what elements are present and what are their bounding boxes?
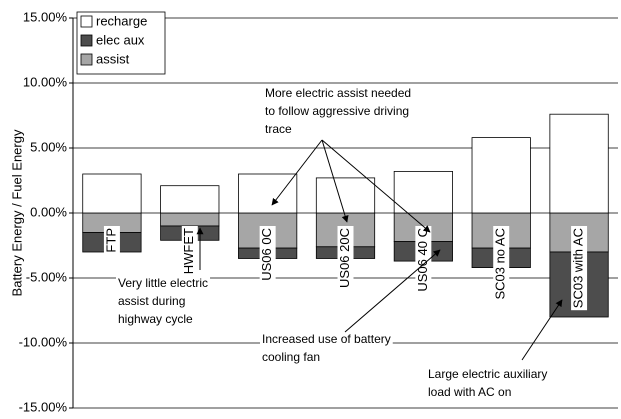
category-label-bg (415, 226, 432, 294)
x-tick-label: HWFET (181, 228, 196, 274)
category-label-group: SC03 with AC (571, 226, 588, 311)
y-tick-label: -5.00% (26, 269, 68, 284)
x-tick-label: US06 20C (337, 228, 352, 288)
annotation-text: assist during (118, 294, 185, 308)
y-axis-title: Battery Energy / Fuel Energy (9, 129, 24, 296)
annotation-bg (263, 86, 414, 101)
annotation-text: highway cycle (118, 312, 193, 326)
annotation-bg (116, 312, 196, 327)
bar-segment (549, 113, 609, 214)
legend-swatch (80, 15, 93, 28)
category-label-group: HWFET (181, 226, 198, 277)
category-label-bg (181, 226, 198, 277)
category-label-group: US06 0C (259, 226, 276, 283)
annotation-bg (116, 294, 188, 309)
annotation-arrow (344, 249, 441, 333)
legend-label: elec aux (96, 32, 145, 47)
annotation-text: trace (265, 122, 292, 136)
y-tick-label: 5.00% (30, 139, 67, 154)
y-tick-label: 15.00% (23, 9, 68, 24)
annotation-text: to follow aggressive driving (265, 104, 409, 118)
x-tick-label: US06 40 C (415, 228, 430, 292)
annotation-arrow (271, 139, 323, 206)
x-tick-label: SC03 with AC (571, 228, 586, 308)
category-label-group: FTP (103, 226, 120, 255)
y-tick-label: 0.00% (30, 204, 67, 219)
annotation-bg (260, 350, 323, 365)
category-label-bg (259, 226, 276, 283)
bar-segment (238, 173, 298, 214)
annotation-text: cooling fan (262, 350, 320, 364)
bar-segment (393, 170, 453, 214)
y-tick-label: -15.00% (19, 399, 68, 414)
annotation-text: More electric assist needed (265, 86, 411, 100)
category-label-group: US06 20C (337, 226, 354, 290)
annotation-bg (263, 122, 295, 137)
category-label-group: US06 40 C (415, 226, 432, 294)
category-label-bg (337, 226, 354, 290)
bar-segment (315, 177, 376, 214)
y-tick-label: -10.00% (19, 334, 68, 349)
annotation-bg (116, 276, 211, 291)
category-label-bg (103, 226, 120, 255)
x-tick-label: US06 0C (259, 228, 274, 281)
y-tick-label: 10.00% (23, 74, 68, 89)
annotation-arrow (321, 139, 349, 223)
annotation-text: Large electric auxiliary (428, 367, 547, 381)
bar-segment (82, 173, 142, 214)
legend-swatch (80, 34, 93, 47)
annotation-text: Increased use of battery (262, 332, 391, 346)
annotation-bg (260, 332, 393, 347)
legend-swatch (80, 53, 93, 66)
annotation-arrow (521, 299, 563, 361)
x-tick-label: SC03 no AC (493, 228, 508, 300)
annotation-bg (426, 385, 514, 400)
bar-segment (471, 137, 531, 214)
annotation-bg (263, 104, 412, 119)
x-tick-label: FTP (103, 228, 118, 253)
annotation-bg (426, 367, 550, 382)
category-label-bg (493, 226, 510, 302)
category-label-group: SC03 no AC (493, 226, 510, 302)
bar-segment (160, 212, 220, 227)
annotation-text: load with AC on (428, 385, 511, 399)
annotation-text: Very little electric (118, 276, 208, 290)
category-label-bg (571, 226, 588, 311)
annotation-arrow (321, 139, 431, 233)
legend-label: recharge (96, 13, 147, 28)
bar-segment (160, 185, 220, 214)
legend-label: assist (96, 51, 130, 66)
